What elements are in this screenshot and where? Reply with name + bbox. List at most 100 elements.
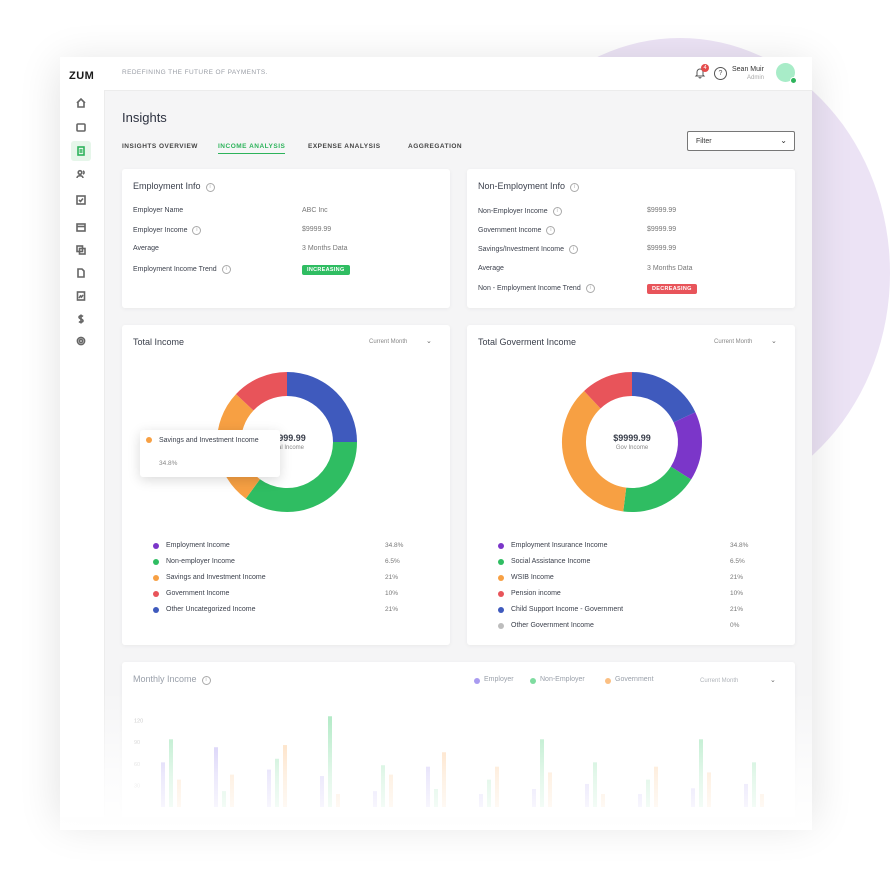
bar-employer[interactable] bbox=[585, 783, 589, 807]
user-name: Sean Muir bbox=[732, 66, 764, 73]
info-icon[interactable]: i bbox=[221, 265, 231, 274]
bar-non-employer[interactable] bbox=[646, 779, 650, 807]
info-icon[interactable]: i bbox=[546, 226, 556, 235]
chevron-down-icon[interactable]: ⌄ bbox=[771, 338, 777, 345]
info-icon[interactable]: i bbox=[552, 207, 562, 216]
sidebar-item-settings[interactable] bbox=[71, 331, 91, 351]
total-income-title: Total Income bbox=[133, 337, 185, 347]
bar-employer[interactable] bbox=[267, 769, 271, 807]
sidebar-item-documents[interactable] bbox=[71, 141, 91, 161]
bar-government[interactable] bbox=[548, 772, 552, 807]
info-icon[interactable]: i bbox=[201, 676, 211, 685]
sidebar-item-wallet[interactable] bbox=[71, 117, 91, 137]
info-icon[interactable]: i bbox=[570, 183, 580, 192]
period-select[interactable]: Current Month bbox=[714, 339, 753, 345]
bar-government[interactable] bbox=[707, 772, 711, 807]
bar-non-employer[interactable] bbox=[222, 791, 226, 807]
bar-government[interactable] bbox=[389, 774, 393, 807]
bar-government[interactable] bbox=[177, 779, 181, 807]
bar-employer[interactable] bbox=[479, 794, 483, 807]
period-select[interactable]: Current Month bbox=[369, 339, 408, 345]
info-icon[interactable]: i bbox=[585, 284, 595, 293]
decreasing-badge: DECREASING bbox=[647, 284, 697, 294]
sidebar-item-tasks[interactable] bbox=[71, 190, 91, 210]
bar-non-employer[interactable] bbox=[275, 758, 279, 807]
bar-non-employer[interactable] bbox=[328, 716, 332, 807]
sidebar-item-calendar[interactable] bbox=[71, 217, 91, 237]
bar-government[interactable] bbox=[283, 745, 287, 807]
bar-employer[interactable] bbox=[426, 766, 430, 807]
legend-label: Other Uncategorized Income bbox=[166, 606, 256, 613]
bar-employer[interactable] bbox=[373, 791, 377, 807]
help-icon[interactable]: ? bbox=[714, 67, 727, 80]
bar-non-employer[interactable] bbox=[381, 765, 385, 807]
bar-employer[interactable] bbox=[744, 783, 748, 807]
tab-insights-overview[interactable]: INSIGHTS OVERVIEW bbox=[122, 143, 198, 150]
donut-segment[interactable] bbox=[584, 372, 633, 409]
donut-segment[interactable] bbox=[286, 372, 357, 443]
bar-employer[interactable] bbox=[691, 788, 695, 807]
donut-segment[interactable] bbox=[631, 372, 696, 423]
donut-segment[interactable] bbox=[670, 412, 702, 480]
bar-employer[interactable] bbox=[214, 747, 218, 807]
legend-value: 21% bbox=[385, 574, 399, 581]
filter-label: Filter bbox=[696, 138, 712, 145]
tab-expense-analysis[interactable]: EXPENSE ANALYSIS bbox=[308, 143, 381, 150]
non-employment-info-card: Non-Employment Info i Non-Employer Income… bbox=[467, 169, 795, 308]
bar-government[interactable] bbox=[601, 794, 605, 807]
bar-non-employer[interactable] bbox=[434, 789, 438, 807]
info-icon[interactable]: i bbox=[192, 226, 202, 235]
bar-non-employer[interactable] bbox=[540, 739, 544, 807]
info-icon[interactable]: i bbox=[569, 245, 578, 254]
filter-dropdown[interactable]: Filter ⌄ bbox=[687, 131, 795, 151]
wallet-icon bbox=[76, 123, 86, 132]
legend-dot bbox=[153, 607, 159, 613]
chevron-down-icon[interactable]: ⌄ bbox=[770, 677, 776, 684]
legend-label: Other Government Income bbox=[511, 622, 594, 629]
bar-non-employer[interactable] bbox=[593, 762, 597, 807]
legend-label: Government Income bbox=[166, 590, 230, 597]
legend-value: 10% bbox=[385, 590, 399, 597]
legend-value: 6.5% bbox=[385, 558, 400, 565]
bar-employer[interactable] bbox=[532, 789, 536, 807]
bar-government[interactable] bbox=[336, 794, 340, 807]
bar-non-employer[interactable] bbox=[752, 762, 756, 807]
bar-non-employer[interactable] bbox=[487, 779, 491, 807]
bar-employer[interactable] bbox=[320, 776, 324, 807]
app-logo: ZUM bbox=[69, 70, 95, 82]
legend-employer: Employer bbox=[484, 676, 514, 683]
employer-name-value: ABC Inc bbox=[302, 207, 328, 214]
period-select[interactable]: Current Month bbox=[700, 678, 739, 684]
donut-segment[interactable] bbox=[245, 441, 357, 512]
bar-government[interactable] bbox=[442, 752, 446, 807]
bar-employer[interactable] bbox=[161, 762, 165, 807]
tab-aggregation[interactable]: AGGREGATION bbox=[408, 143, 463, 150]
legend-dot bbox=[153, 575, 159, 581]
donut-segment[interactable] bbox=[623, 466, 692, 512]
gov-income-donut bbox=[562, 372, 702, 512]
copy-icon bbox=[76, 245, 86, 255]
sidebar-item-files[interactable] bbox=[71, 263, 91, 283]
tab-income-analysis[interactable]: INCOME ANALYSIS bbox=[218, 143, 286, 154]
sidebar-item-users[interactable] bbox=[71, 164, 91, 184]
bar-government[interactable] bbox=[495, 766, 499, 807]
info-icon[interactable]: i bbox=[205, 183, 215, 192]
donut-segment[interactable] bbox=[235, 372, 288, 411]
monthly-income-card: Monthly Income i Employer Non-Employer Go… bbox=[122, 662, 795, 817]
sidebar-item-home[interactable] bbox=[71, 93, 91, 113]
legend-label: Employment Insurance Income bbox=[511, 542, 608, 549]
average-label: Average bbox=[133, 245, 159, 252]
bar-government[interactable] bbox=[760, 794, 764, 807]
sidebar-item-reports[interactable] bbox=[71, 286, 91, 306]
non-employment-info-title: Non-Employment Info i bbox=[478, 181, 580, 192]
sidebar-item-copy[interactable] bbox=[71, 240, 91, 260]
donut-segment[interactable] bbox=[562, 390, 627, 512]
bar-non-employer[interactable] bbox=[169, 739, 173, 807]
bar-non-employer[interactable] bbox=[699, 739, 703, 807]
chevron-down-icon[interactable]: ⌄ bbox=[426, 338, 432, 345]
bar-employer[interactable] bbox=[638, 794, 642, 807]
sidebar-item-payments[interactable] bbox=[71, 309, 91, 329]
bar-government[interactable] bbox=[654, 766, 658, 807]
bar-government[interactable] bbox=[230, 774, 234, 807]
online-status-dot bbox=[790, 77, 797, 84]
